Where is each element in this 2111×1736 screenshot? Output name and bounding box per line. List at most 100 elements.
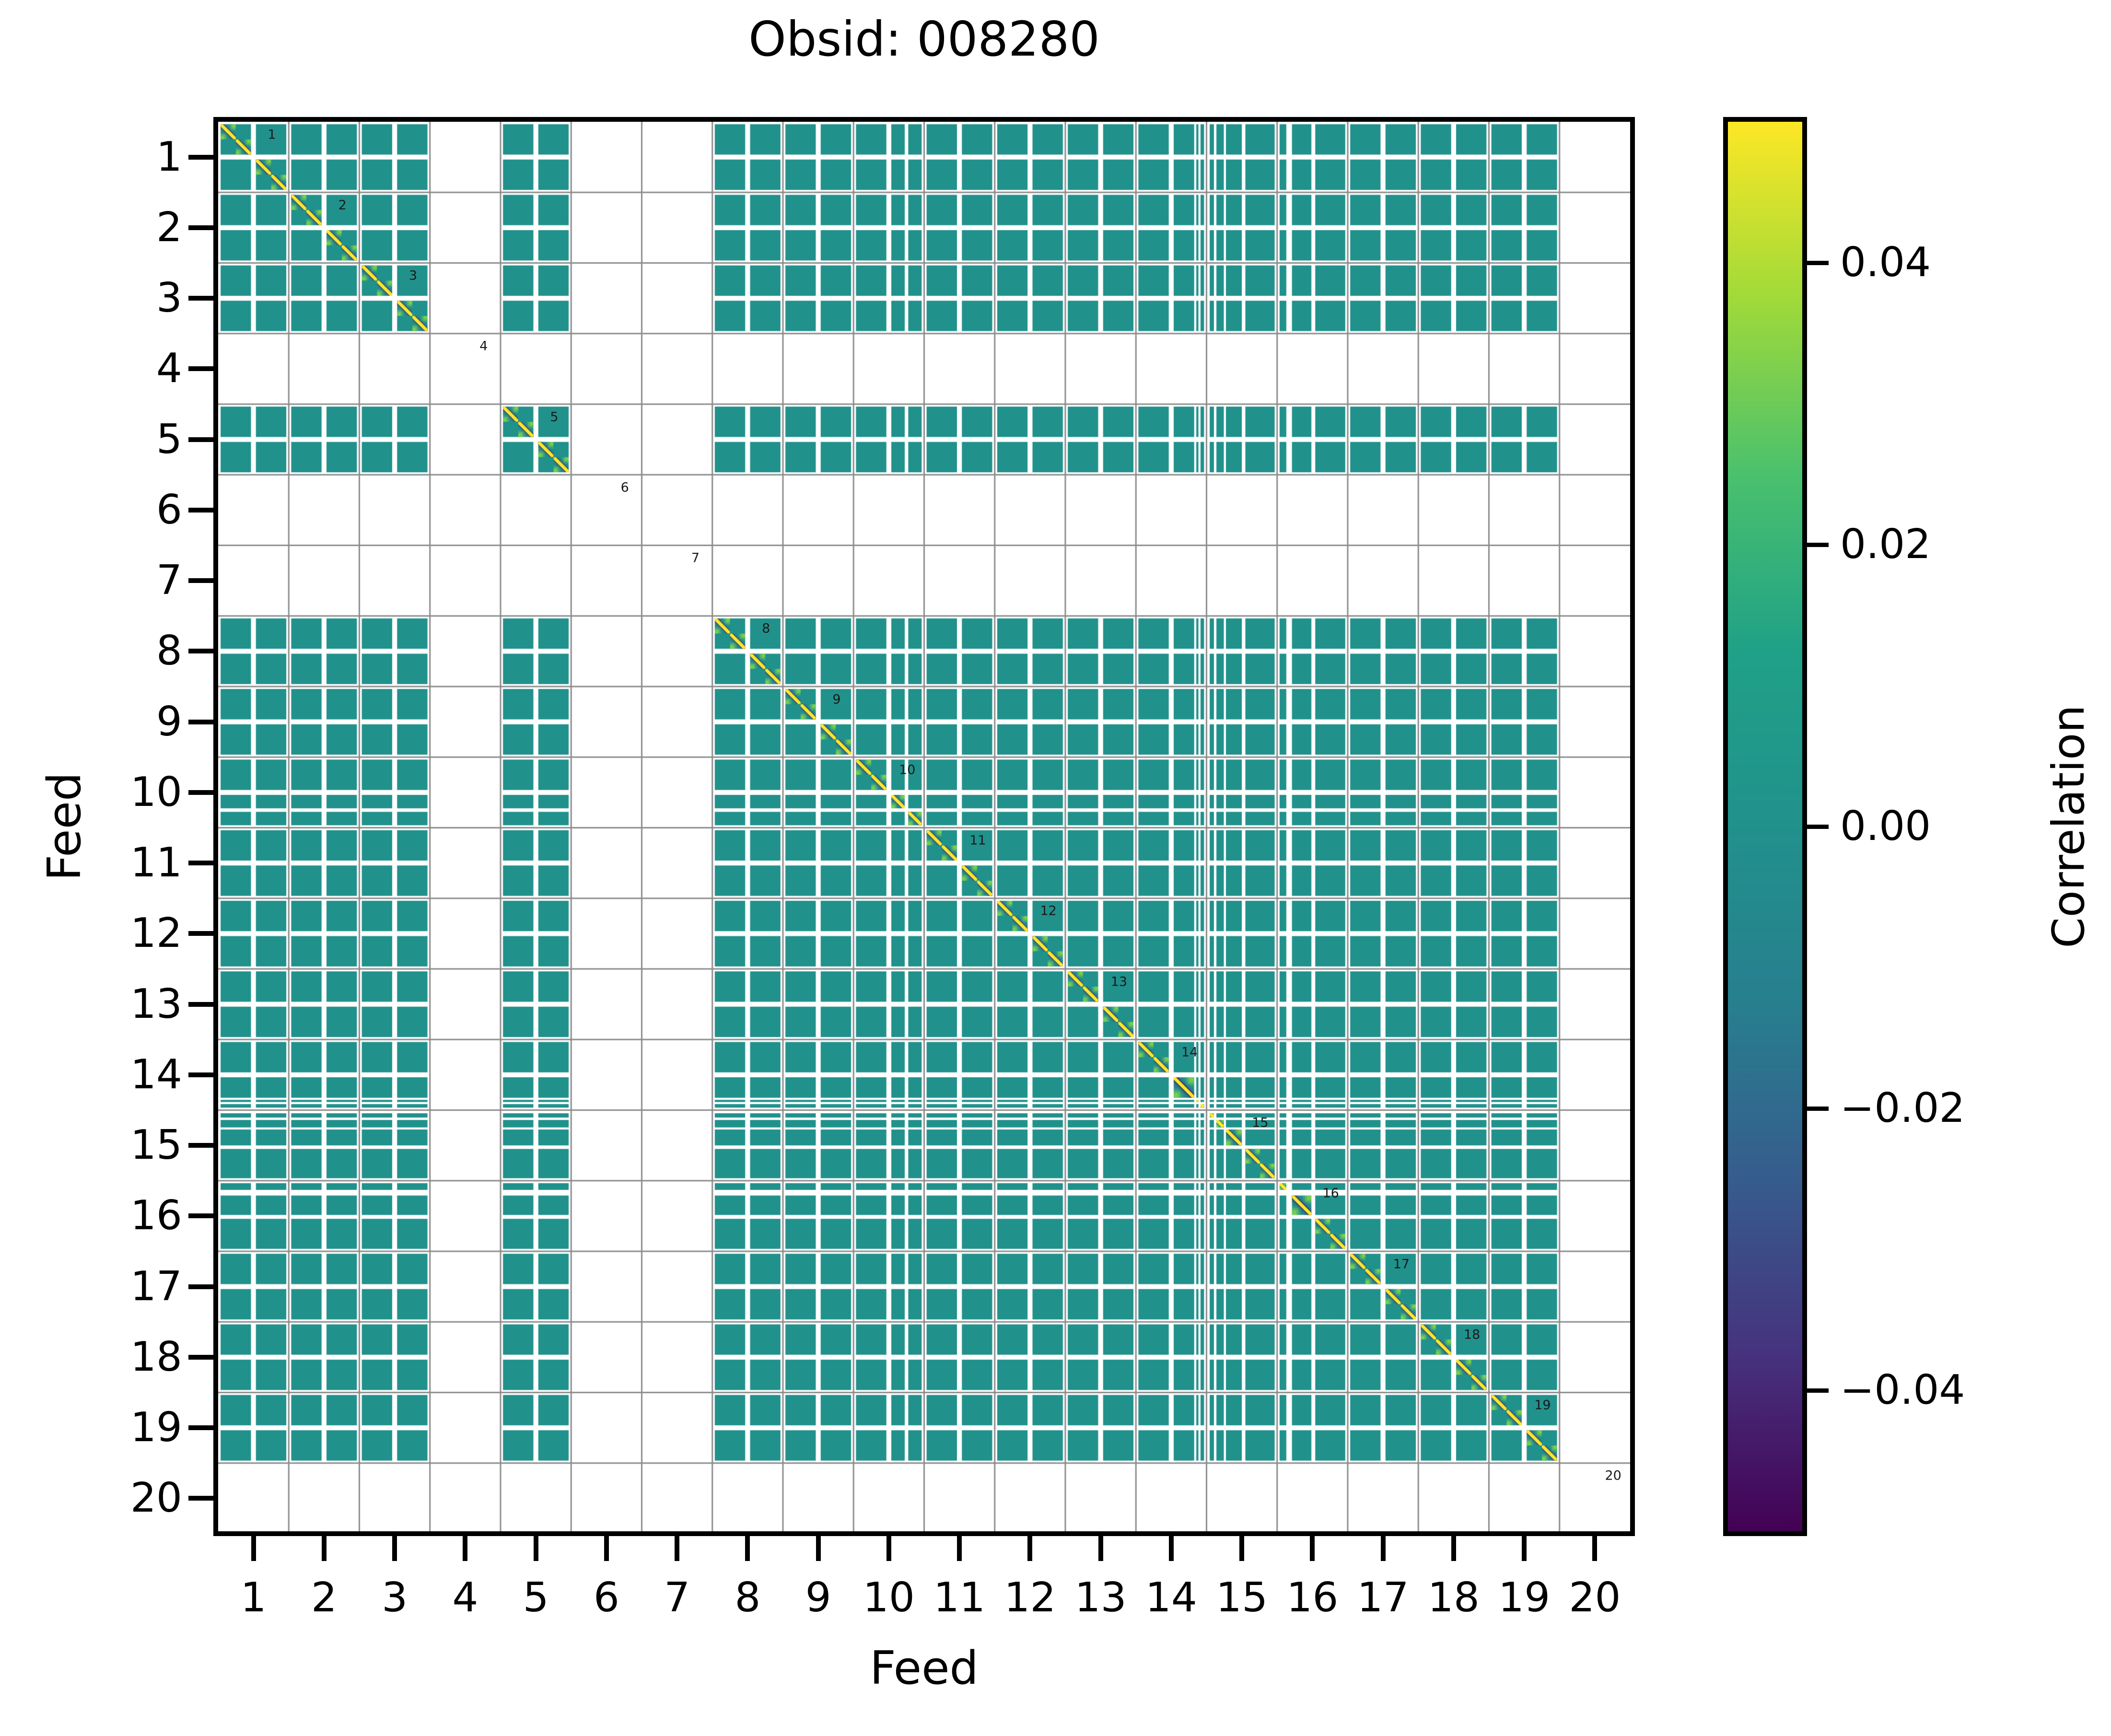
x-tick-label: 7 [664,1574,690,1621]
x-tick-label: 12 [1004,1574,1056,1621]
colorbar-tick-label: 0.04 [1840,239,1931,286]
x-tick [1098,1536,1103,1561]
x-tick-label: 15 [1216,1574,1268,1621]
y-tick [188,1143,213,1148]
y-tick-label: 8 [156,627,182,675]
colorbar-tick [1807,260,1829,265]
y-tick-label: 1 [156,133,182,181]
diagonal-feed-label: 4 [479,338,488,354]
x-tick [1239,1536,1245,1561]
x-tick-label: 14 [1145,1574,1197,1621]
x-tick [675,1536,680,1561]
x-tick-label: 11 [933,1574,986,1621]
y-tick-label: 4 [156,345,182,393]
colorbar-tick [1807,1388,1829,1393]
x-tick [1522,1536,1527,1561]
y-tick-label: 13 [130,980,182,1028]
x-tick [1168,1536,1174,1561]
y-tick-label: 10 [130,768,182,816]
y-tick [188,578,213,583]
x-tick [1310,1536,1315,1561]
y-tick-label: 3 [156,274,182,322]
y-tick [188,649,213,654]
diagonal-feed-label: 3 [408,268,417,283]
heatmap-plot-frame: 1 2 3 4 5 6 7 8 9 10 11 12 13 14 15 16 17 18 19 20 [213,117,1635,1536]
x-tick [392,1536,397,1561]
x-tick-label: 8 [735,1574,761,1621]
colorbar-tick [1807,1106,1829,1111]
x-tick-label: 2 [311,1574,337,1621]
y-tick [188,1284,213,1289]
x-tick-label: 16 [1286,1574,1339,1621]
y-tick-label: 16 [130,1192,182,1240]
diagonal-feed-label: 1 [268,127,276,142]
colorbar-tick-label: 0.00 [1840,803,1931,850]
x-tick [957,1536,962,1561]
x-tick-label: 20 [1569,1574,1621,1621]
diagonal-feed-label: 2 [338,198,347,213]
y-tick-label: 11 [130,839,182,887]
diagonal-feed-label: 20 [1605,1468,1621,1483]
diagonal-feed-label: 5 [550,409,559,424]
x-tick-label: 13 [1074,1574,1127,1621]
y-tick [188,225,213,230]
x-tick-label: 19 [1498,1574,1551,1621]
colorbar [1723,117,1807,1536]
y-tick [188,1072,213,1077]
y-tick [188,507,213,513]
y-tick-label: 6 [156,486,182,534]
y-tick-label: 17 [130,1262,182,1310]
y-tick [188,366,213,372]
x-tick [1027,1536,1033,1561]
y-tick-label: 12 [130,909,182,957]
x-tick [886,1536,891,1561]
diagonal-feed-label: 6 [620,480,629,495]
y-tick [188,861,213,866]
colorbar-tick [1807,542,1829,547]
diagonal-feed-label: 18 [1463,1327,1481,1342]
x-tick-label: 5 [523,1574,549,1621]
y-tick [188,1213,213,1219]
figure-title: Obsid: 008280 [748,11,1100,67]
x-tick-label: 17 [1357,1574,1409,1621]
x-tick-label: 1 [240,1574,267,1621]
x-tick [604,1536,609,1561]
x-tick-label: 9 [805,1574,831,1621]
diagonal-feed-label: 13 [1110,974,1128,989]
diagonal-feed-label: 19 [1534,1398,1551,1413]
y-tick-label: 15 [130,1121,182,1169]
x-tick-label: 18 [1427,1574,1480,1621]
x-tick [816,1536,821,1561]
diagonal-feed-label: 16 [1322,1186,1339,1201]
x-axis-label: Feed [870,1642,979,1695]
x-tick [1451,1536,1456,1561]
x-tick-label: 6 [593,1574,619,1621]
x-tick [251,1536,256,1561]
x-tick [321,1536,327,1561]
diagonal-feed-label: 9 [832,692,841,707]
y-tick [188,437,213,442]
diagonal-feed-label: 12 [1040,903,1057,919]
x-tick-label: 4 [452,1574,478,1621]
diagonal-feed-label: 10 [898,762,916,778]
y-tick [188,1496,213,1501]
diagonal-feed-label: 15 [1252,1115,1269,1130]
colorbar-tick-label: −0.02 [1840,1084,1965,1132]
y-tick-label: 2 [156,203,182,251]
colorbar-gradient [1728,122,1802,1531]
heatmap-canvas [218,122,1630,1531]
y-tick [188,719,213,724]
x-tick [745,1536,750,1561]
y-tick-label: 5 [156,415,182,463]
y-tick [188,790,213,795]
x-tick [533,1536,538,1561]
diagonal-feed-label: 14 [1181,1045,1198,1060]
colorbar-label: Correlation [2043,705,2094,948]
y-tick [188,1002,213,1007]
diagonal-feed-label: 7 [691,550,700,566]
x-tick-label: 3 [382,1574,408,1621]
y-tick [188,296,213,301]
diagonal-feed-label: 8 [762,621,770,636]
x-tick [1380,1536,1386,1561]
colorbar-tick-label: −0.04 [1840,1366,1965,1414]
